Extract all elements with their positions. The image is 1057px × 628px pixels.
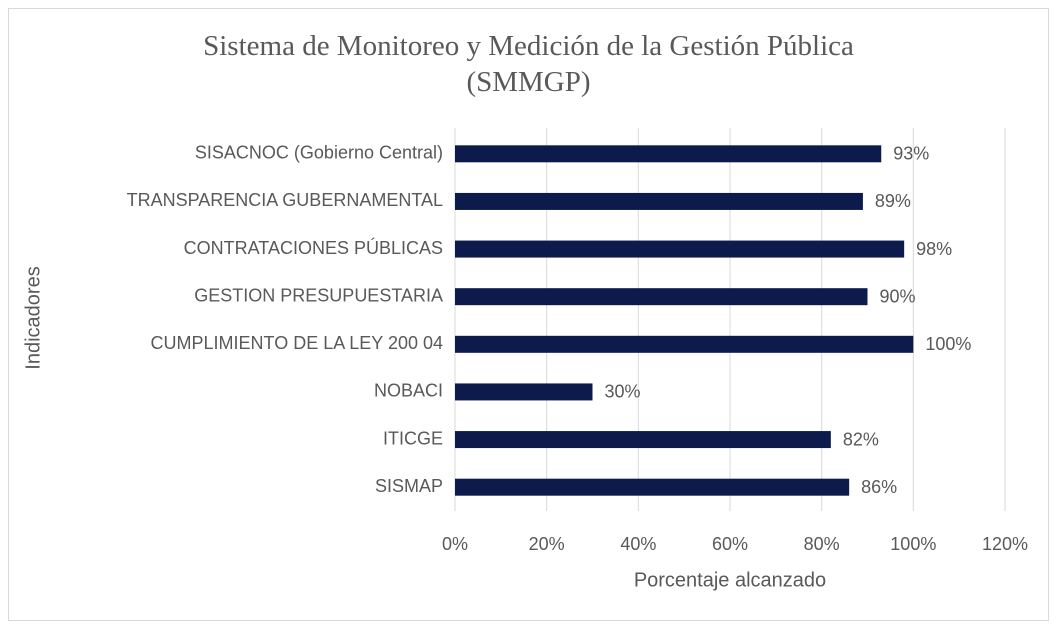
data-label: 100% — [925, 334, 971, 354]
x-tick-label: 60% — [712, 534, 748, 554]
data-label: 30% — [605, 382, 641, 402]
x-tick-label: 0% — [442, 534, 468, 554]
y-tick-label: SISMAP — [375, 476, 443, 496]
bar — [455, 335, 914, 353]
data-label: 93% — [893, 144, 929, 164]
y-axis-label: Indicadores — [22, 266, 44, 369]
y-tick-label: ITICGE — [383, 428, 443, 448]
chart-border — [8, 8, 1049, 621]
y-tick-label: TRANSPARENCIA GUBERNAMENTAL — [127, 190, 443, 210]
x-axis-label: Porcentaje alcanzado — [634, 569, 826, 591]
x-tick-label: 20% — [529, 534, 565, 554]
y-tick-label: CONTRATACIONES PÚBLICAS — [184, 237, 443, 258]
x-tick-label: 80% — [804, 534, 840, 554]
y-tick-label: NOBACI — [374, 381, 443, 401]
data-label: 90% — [880, 286, 916, 306]
x-tick-label: 120% — [982, 534, 1028, 554]
data-label: 86% — [861, 477, 897, 497]
data-label: 98% — [916, 239, 952, 259]
data-label: 89% — [875, 191, 911, 211]
bar — [455, 431, 831, 449]
bar — [455, 383, 593, 401]
y-tick-label: SISACNOC (Gobierno Central) — [195, 143, 443, 163]
bar — [455, 192, 863, 210]
y-tick-label: GESTION PRESUPUESTARIA — [194, 285, 443, 305]
bar — [455, 240, 905, 258]
bar — [455, 288, 868, 306]
x-tick-label: 100% — [890, 534, 936, 554]
bar — [455, 478, 850, 496]
data-label: 82% — [843, 429, 879, 449]
bar — [455, 145, 882, 163]
y-tick-label: CUMPLIMIENTO DE LA LEY 200 04 — [151, 333, 443, 353]
x-tick-label: 40% — [620, 534, 656, 554]
